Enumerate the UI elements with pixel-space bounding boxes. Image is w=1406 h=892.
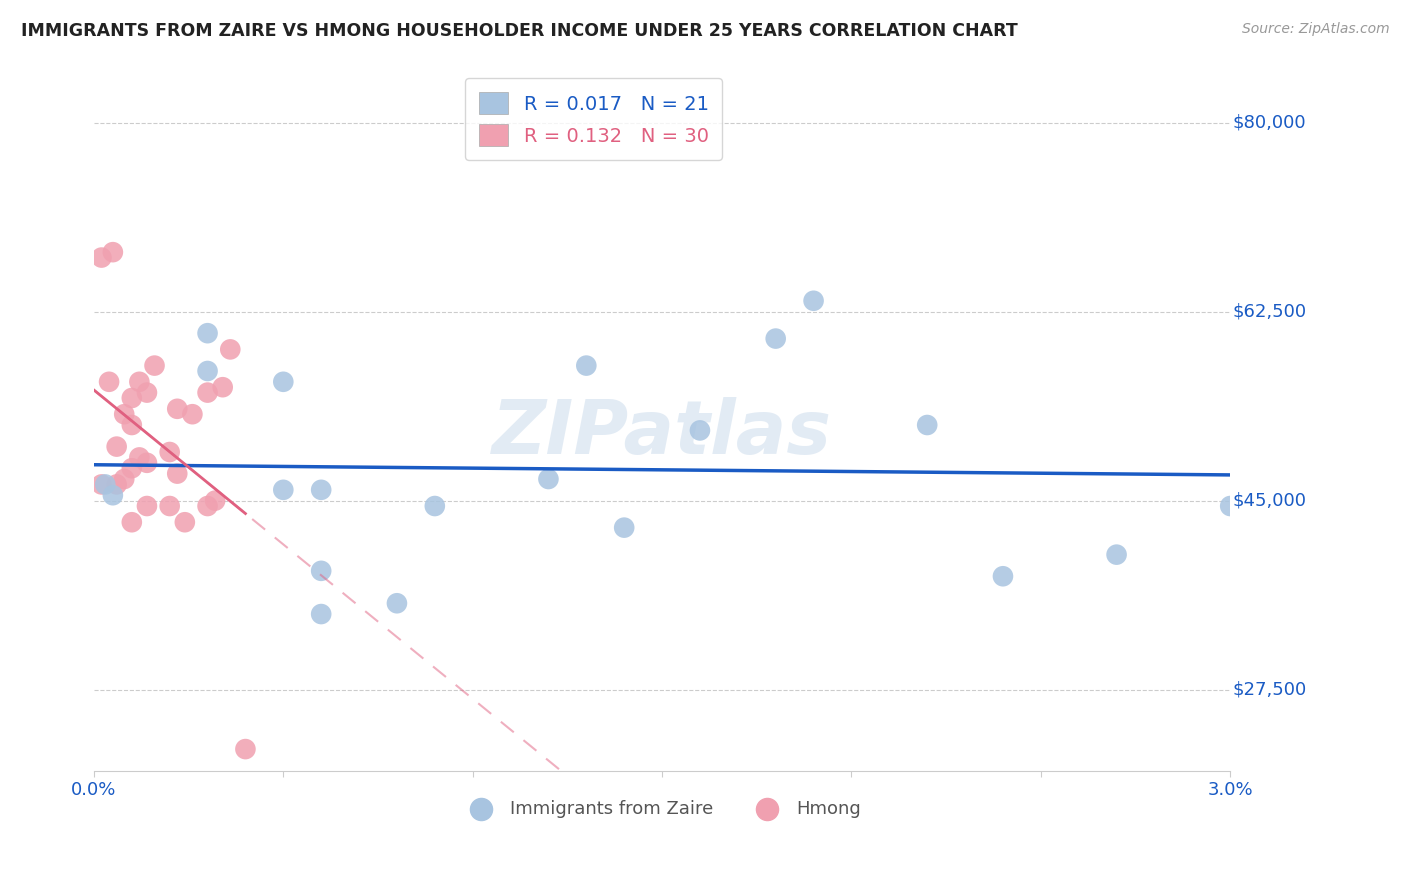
Point [197,326,219,341]
Text: $27,500: $27,500 [1233,681,1306,698]
Point [309,564,332,578]
Point [166,401,188,416]
Point [197,364,219,378]
Point [271,375,294,389]
Point [689,424,711,438]
Point [159,445,181,459]
Point [166,467,188,481]
Point [219,343,242,357]
Point [613,521,636,535]
Point [105,440,128,454]
Point [915,417,938,432]
Text: $62,500: $62,500 [1233,302,1306,320]
Point [159,499,181,513]
Point [101,245,124,260]
Point [204,493,226,508]
Point [385,596,408,610]
Point [98,375,121,389]
Point [173,515,195,529]
Point [537,472,560,486]
Point [90,251,112,265]
Point [128,375,150,389]
Point [309,483,332,497]
Point [197,499,219,513]
Point [121,461,143,475]
Point [128,450,150,465]
Point [309,607,332,621]
Point [235,742,257,756]
Point [1219,499,1241,513]
Point [271,483,294,497]
Point [94,477,117,491]
Point [136,456,159,470]
Point [181,407,204,421]
Point [121,515,143,529]
Text: IMMIGRANTS FROM ZAIRE VS HMONG HOUSEHOLDER INCOME UNDER 25 YEARS CORRELATION CHA: IMMIGRANTS FROM ZAIRE VS HMONG HOUSEHOLD… [21,22,1018,40]
Text: $45,000: $45,000 [1233,491,1306,509]
Point [211,380,233,394]
Point [112,407,135,421]
Point [90,477,112,491]
Point [121,391,143,405]
Legend: Immigrants from Zaire, Hmong: Immigrants from Zaire, Hmong [456,792,869,825]
Text: ZIPatlas: ZIPatlas [492,397,832,470]
Point [143,359,166,373]
Point [423,499,446,513]
Point [101,488,124,502]
Point [112,472,135,486]
Point [991,569,1014,583]
Point [803,293,825,308]
Point [105,477,128,491]
Point [136,385,159,400]
Point [575,359,598,373]
Text: Source: ZipAtlas.com: Source: ZipAtlas.com [1241,22,1389,37]
Point [121,417,143,432]
Point [136,499,159,513]
Text: $80,000: $80,000 [1233,113,1306,131]
Point [197,385,219,400]
Point [765,332,787,346]
Point [1105,548,1128,562]
